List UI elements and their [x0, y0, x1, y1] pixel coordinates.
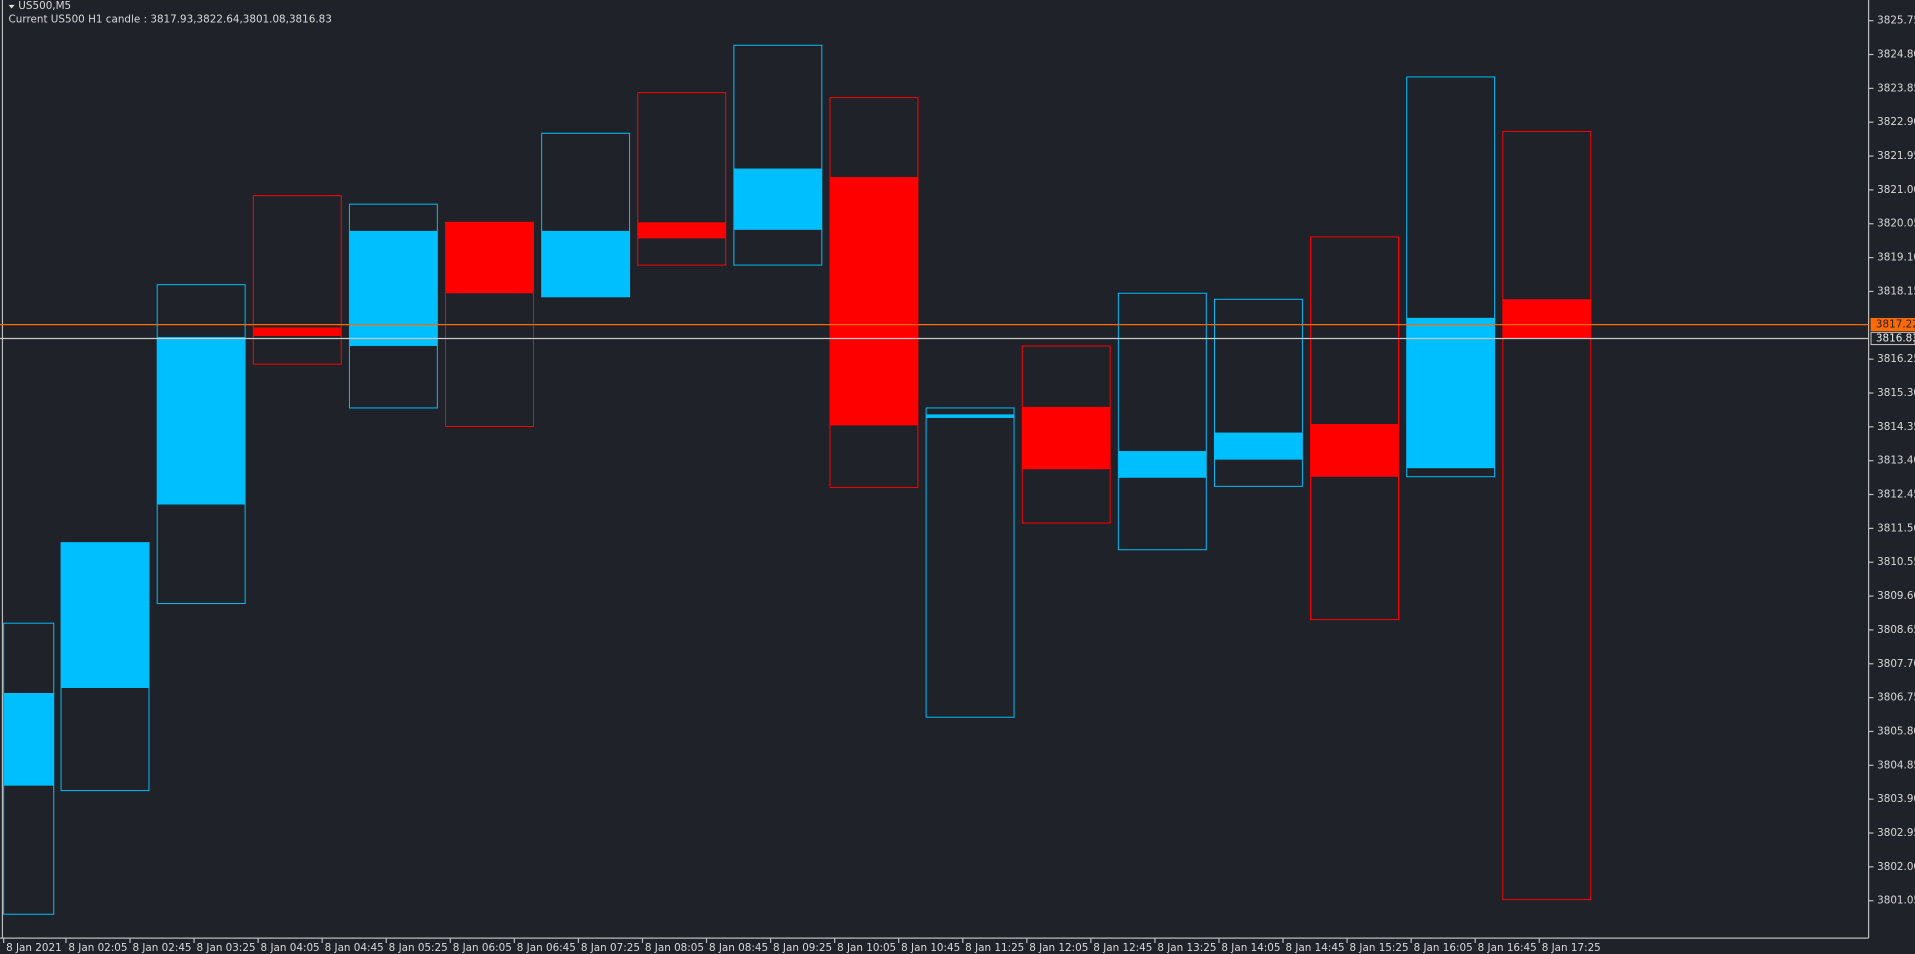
candle-range [637, 92, 727, 266]
candle-body [541, 230, 630, 297]
x-tick-label: 8 Jan 10:45 [901, 942, 960, 954]
y-tick-label: 3805.80 [1877, 725, 1915, 737]
y-tick-label: 3808.65 [1877, 624, 1915, 636]
candle-range [1406, 76, 1496, 478]
x-tick-label: 8 Jan 08:45 [709, 942, 768, 954]
candle-body [1406, 317, 1495, 469]
x-tick-label: 8 Jan 13:25 [1157, 942, 1216, 954]
candle-body [733, 168, 822, 230]
y-tick-label: 3807.70 [1877, 658, 1915, 670]
candle-body [349, 230, 438, 346]
candle-body [926, 414, 1015, 418]
candle-body [1502, 299, 1591, 339]
y-tick-label: 3819.10 [1877, 252, 1915, 264]
y-tick-label: 3812.45 [1877, 489, 1915, 501]
y-tick-label: 3821.00 [1877, 184, 1915, 196]
y-tick-label: 3814.35 [1877, 421, 1915, 433]
x-tick-label: 8 Jan 10:05 [837, 942, 896, 954]
candle-body [157, 337, 246, 505]
price-tag-label: 3817.22 [1876, 319, 1915, 331]
candle-range [733, 44, 823, 266]
candle-range [925, 407, 1015, 718]
candle-range [252, 195, 342, 365]
x-tick-label: 8 Jan 04:45 [325, 942, 384, 954]
candle-body [253, 327, 342, 336]
y-tick-label: 3806.75 [1877, 692, 1915, 704]
y-tick-label: 3821.95 [1877, 150, 1915, 162]
candle-body [1022, 406, 1111, 470]
price-tag [1870, 317, 1915, 332]
x-tick-label: 8 Jan 03:25 [197, 942, 256, 954]
y-tick-label: 3813.40 [1877, 455, 1915, 467]
x-tick-label: 8 Jan 08:05 [645, 942, 704, 954]
candle-body [1214, 432, 1303, 460]
y-tick-label: 3815.30 [1877, 387, 1915, 399]
candle-range [1213, 298, 1303, 487]
price-tag [1870, 331, 1915, 346]
x-tick-label: 8 Jan 15:25 [1350, 942, 1409, 954]
x-tick-label: 8 Jan 14:05 [1221, 942, 1280, 954]
y-tick-label: 3809.60 [1877, 590, 1915, 602]
x-tick-label: 8 Jan 05:25 [389, 942, 448, 954]
y-tick-label: 3820.05 [1877, 218, 1915, 230]
y-tick-label: 3823.85 [1877, 82, 1915, 94]
menu-arrow[interactable] [8, 4, 15, 9]
candle-body [3, 692, 54, 786]
x-tick-label: 8 Jan 07:25 [581, 942, 640, 954]
candle-range [1117, 292, 1207, 551]
x-tick-label: 8 Jan 06:45 [517, 942, 576, 954]
y-tick-label: 3804.85 [1877, 759, 1915, 771]
chart-subtitle: Current US500 H1 candle : 3817.93,3822.6… [9, 14, 332, 26]
y-tick-label: 3825.75 [1877, 15, 1915, 27]
y-tick-label: 3811.50 [1877, 522, 1915, 534]
x-tick-label: 8 Jan 12:05 [1029, 942, 1088, 954]
y-tick-label: 3824.80 [1877, 49, 1915, 61]
y-tick-label: 3802.00 [1877, 861, 1915, 873]
y-tick-label: 3818.15 [1877, 285, 1915, 297]
x-tick-label: 8 Jan 17:25 [1542, 942, 1601, 954]
y-tick-label: 3822.90 [1877, 116, 1915, 128]
y-tick-label: 3810.55 [1877, 556, 1915, 568]
candle-body [445, 222, 534, 294]
candle-body [637, 222, 726, 239]
x-tick-label: 8 Jan 14:45 [1285, 942, 1344, 954]
y-tick-label: 3801.05 [1877, 895, 1915, 907]
x-tick-label: 8 Jan 04:05 [261, 942, 320, 954]
candle-body [1310, 423, 1399, 477]
y-tick-label: 3802.95 [1877, 827, 1915, 839]
x-tick-label: 8 Jan 02:45 [132, 942, 191, 954]
plot [3, 44, 1592, 915]
price-tag-label: 3816.83 [1876, 332, 1915, 344]
candle-body [829, 177, 918, 426]
y-tick-label: 3816.25 [1877, 353, 1915, 365]
candle-body [61, 542, 149, 689]
x-tick-label: 8 Jan 06:05 [453, 942, 512, 954]
y-tick-label: 3803.90 [1877, 793, 1915, 805]
x-tick-label: 8 Jan 16:05 [1414, 942, 1473, 954]
x-tick-label: 8 Jan 16:45 [1478, 942, 1537, 954]
x-tick-label: 8 Jan 09:25 [773, 942, 832, 954]
x-tick-label: 8 Jan 12:45 [1093, 942, 1152, 954]
x-tick-label: 8 Jan 02:05 [68, 942, 127, 954]
candle-body [1118, 451, 1207, 478]
candle-range [541, 132, 631, 298]
chart-title: US500,M5 [18, 0, 71, 12]
candle-range [1502, 130, 1592, 901]
x-tick-label: 8 Jan 2021 [6, 942, 62, 954]
x-tick-label: 8 Jan 11:25 [965, 942, 1024, 954]
